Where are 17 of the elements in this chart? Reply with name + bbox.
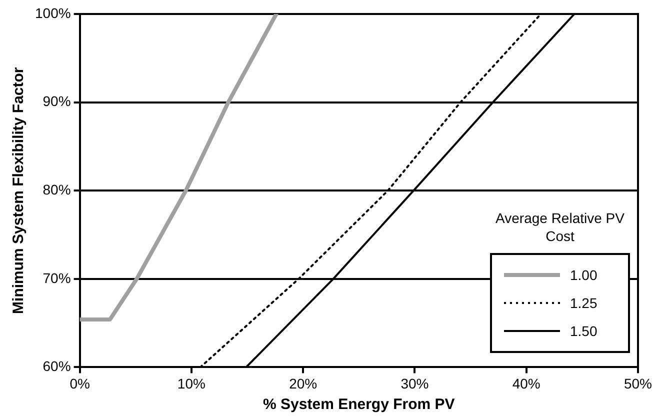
x-tick-label: 30% (400, 375, 429, 392)
legend-label: 1.00 (570, 267, 598, 284)
x-tick-label: 50% (624, 375, 652, 392)
y-axis-title: Minimum System Flexibility Factor (10, 67, 28, 314)
x-tick-label: 10% (177, 375, 206, 392)
y-tick-label: 90% (42, 93, 71, 110)
y-tick-label: 70% (42, 270, 71, 286)
y-tick-label: 60% (42, 358, 71, 374)
legend-label: 1.25 (570, 295, 598, 312)
x-tick-label: 20% (289, 375, 318, 392)
y-tick-label: 80% (42, 181, 71, 198)
legend-title: Average Relative PV Cost (490, 209, 630, 246)
x-tick-label: 40% (512, 375, 540, 392)
legend-label: 1.50 (570, 323, 598, 340)
x-axis-title: % System Energy From PV (263, 396, 455, 414)
y-tick-label: 100% (34, 4, 71, 21)
x-tick-label: 0% (70, 375, 90, 392)
